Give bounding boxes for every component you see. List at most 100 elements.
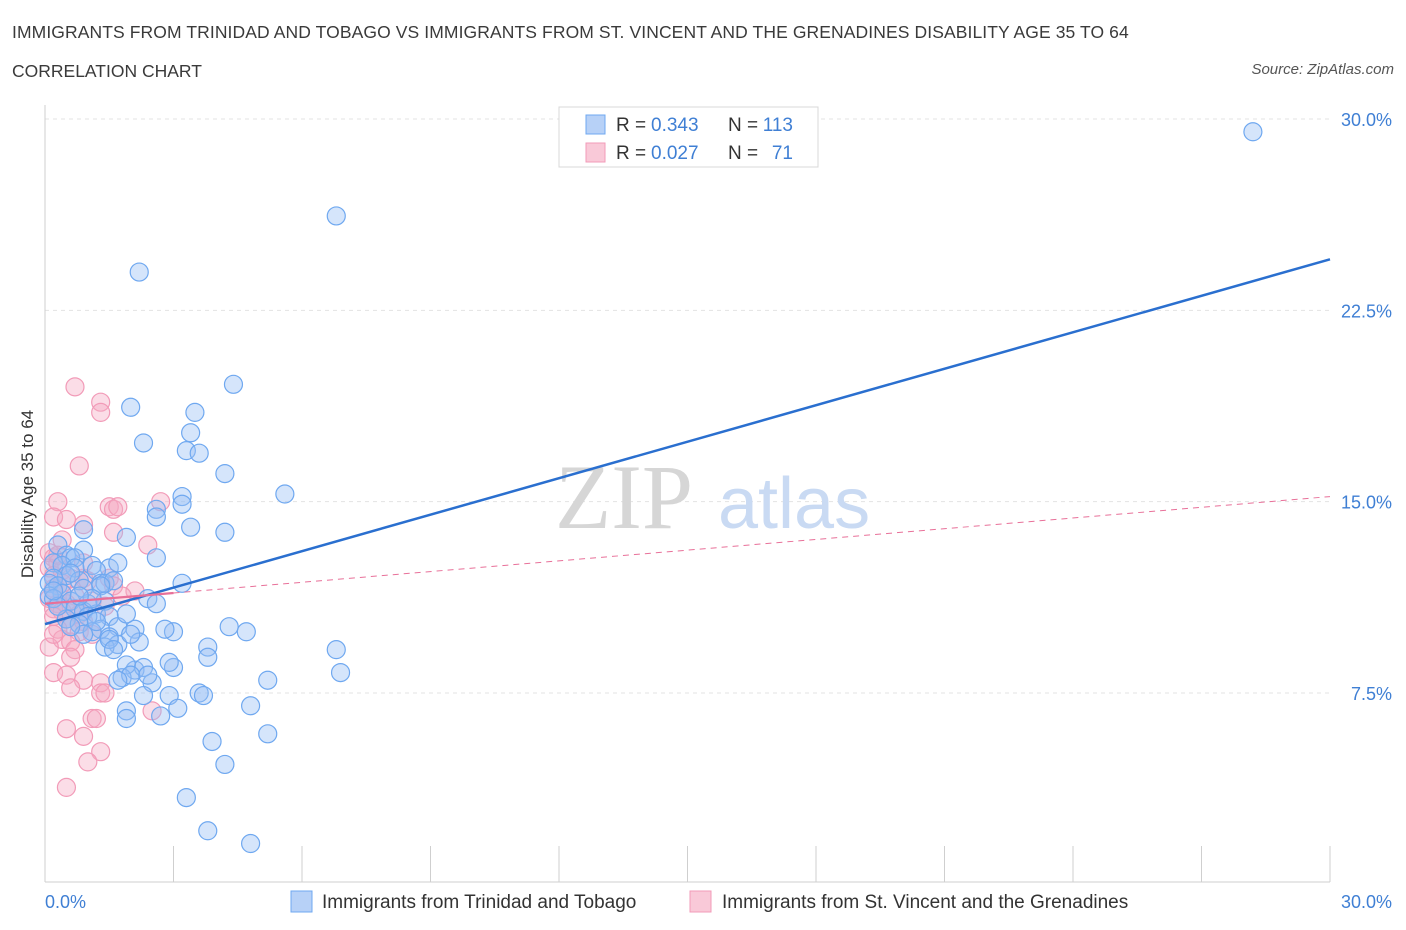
blue-point-70 <box>198 637 218 657</box>
pink-point-59 <box>73 726 94 746</box>
watermark-atlas: atlas <box>718 464 870 544</box>
legend-r-label-pink: R = <box>616 143 646 164</box>
blue-point-82 <box>108 670 128 690</box>
blue-point-106 <box>155 619 175 639</box>
blue-point-92 <box>116 708 136 729</box>
series-blue-points <box>39 122 1263 854</box>
blue-point-50 <box>146 594 166 614</box>
blue-point-73 <box>330 662 351 683</box>
pink-point-45 <box>39 637 59 657</box>
blue-point-112 <box>116 604 136 624</box>
pink-point-60 <box>91 742 111 762</box>
blue-point-107 <box>86 611 107 632</box>
pink-point-62 <box>56 777 77 797</box>
blue-point-39 <box>103 571 124 591</box>
blue-point-72 <box>326 640 346 660</box>
blue-point-109 <box>103 640 124 660</box>
chart-source: Source: ZipAtlas.com <box>1251 61 1394 78</box>
y-tick-label-3: 30.0% <box>1341 110 1392 130</box>
legend-swatch-pink <box>585 142 606 163</box>
y-axis-label: Disability Age 35 to 64 <box>18 410 37 578</box>
blue-point-3 <box>223 374 244 394</box>
watermark-zip: ZIP <box>555 446 693 548</box>
bottom-legend: Immigrants from Trinidad and Tobago Immi… <box>290 890 1128 913</box>
pink-point-57 <box>86 708 107 729</box>
pink-point-8 <box>108 497 128 517</box>
pink-point-68 <box>43 624 64 644</box>
blue-point-101 <box>121 624 141 644</box>
top-legend: R = 0.343 N = 113 R = 0.027 N = 71 <box>558 106 819 168</box>
chart-title: IMMIGRANTS FROM TRINIDAD AND TOBAGO VS I… <box>12 22 1129 42</box>
legend-swatch-blue <box>585 114 606 135</box>
y-tick-label-0: 7.5% <box>1351 684 1392 704</box>
blue-point-6 <box>181 423 201 443</box>
blue-point-0 <box>1243 122 1263 142</box>
y-tick-label-2: 22.5% <box>1341 301 1392 321</box>
legend-n-label-blue: N = <box>728 115 758 136</box>
blue-point-16 <box>181 517 201 537</box>
pink-point-0 <box>65 377 85 397</box>
pink-point-1 <box>91 392 111 412</box>
legend-r-value-blue: 0.343 <box>651 115 699 136</box>
blue-point-105 <box>43 581 64 601</box>
legend-n-label-pink: N = <box>728 143 758 164</box>
pink-point-47 <box>61 647 81 667</box>
blue-point-1 <box>326 206 346 226</box>
bottom-legend-swatch-blue <box>290 890 313 913</box>
blue-point-93 <box>258 724 278 744</box>
blue-point-78 <box>159 652 179 672</box>
bottom-legend-label-pink: Immigrants from St. Vincent and the Gren… <box>722 892 1128 913</box>
blue-point-83 <box>258 670 278 690</box>
bottom-legend-swatch-pink <box>689 890 712 913</box>
blue-point-13 <box>146 499 166 519</box>
blue-point-71 <box>198 647 218 667</box>
blue-point-19 <box>116 527 136 547</box>
blue-point-7 <box>133 433 154 453</box>
legend-n-value-blue: 113 <box>763 115 793 136</box>
blue-point-88 <box>116 701 136 721</box>
blue-point-89 <box>168 698 188 718</box>
legend-r-label-blue: R = <box>616 115 646 136</box>
blue-point-25 <box>146 548 166 568</box>
blue-point-91 <box>151 706 171 726</box>
blue-point-94 <box>202 731 222 752</box>
blue-point-100 <box>61 617 81 637</box>
x-tick-label-0: 0.0% <box>45 892 86 912</box>
blue-point-99 <box>99 629 119 650</box>
blue-point-11 <box>275 484 295 504</box>
pink-point-4 <box>48 492 68 512</box>
pink-point-56 <box>82 708 102 729</box>
blue-point-12 <box>172 486 192 507</box>
legend-r-value-pink: 0.027 <box>651 143 699 164</box>
blue-point-98 <box>241 833 261 854</box>
blue-point-18 <box>73 520 94 540</box>
y-tick-label-1: 15.0% <box>1341 493 1392 513</box>
legend-n-value-pink: 71 <box>772 143 793 164</box>
blue-point-90 <box>241 696 261 716</box>
pink-point-58 <box>56 719 77 739</box>
blue-point-4 <box>121 397 141 417</box>
axes <box>44 105 1331 883</box>
bottom-legend-label-blue: Immigrants from Trinidad and Tobago <box>322 892 636 913</box>
pink-point-61 <box>78 752 98 772</box>
chart-subtitle: CORRELATION CHART <box>12 61 202 81</box>
tick-labels: 7.5% 15.0% 22.5% 30.0% 0.0% 30.0% <box>45 110 1392 912</box>
pink-point-10 <box>56 509 77 530</box>
pink-point-11 <box>73 515 94 535</box>
blue-point-10 <box>215 464 235 484</box>
blue-point-110 <box>138 665 158 685</box>
blue-point-97 <box>198 821 218 841</box>
blue-point-14 <box>172 494 192 514</box>
trend-line-blue <box>44 258 1331 626</box>
gridlines <box>45 118 1330 694</box>
blue-point-80 <box>121 665 141 685</box>
pink-point-2 <box>91 402 111 422</box>
blue-point-15 <box>146 507 166 527</box>
blue-point-95 <box>215 754 235 775</box>
blue-point-5 <box>185 402 205 422</box>
blue-point-17 <box>215 522 235 542</box>
pink-point-54 <box>95 683 115 703</box>
blue-point-111 <box>61 563 81 583</box>
blue-point-96 <box>176 787 196 808</box>
